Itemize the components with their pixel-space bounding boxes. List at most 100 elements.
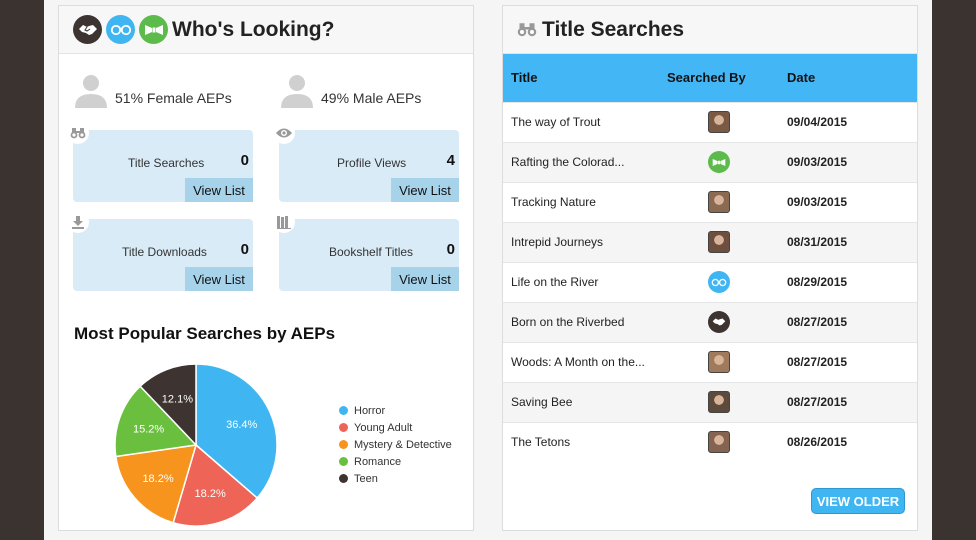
title-downloads-count: 0 — [240, 241, 249, 258]
legend-item[interactable]: Teen — [339, 470, 452, 487]
female-stat: 51% Female AEPs — [73, 72, 232, 108]
row-date: 08/27/2015 — [785, 341, 917, 382]
row-searched-by — [653, 181, 785, 222]
row-title[interactable]: Born on the Riverbed — [503, 301, 653, 342]
avatar — [708, 351, 730, 373]
legend-swatch — [339, 457, 348, 466]
legend-label: Teen — [354, 472, 378, 485]
row-title[interactable]: Woods: A Month on the... — [503, 341, 653, 382]
row-date: 09/03/2015 — [785, 141, 917, 182]
male-stat: 49% Male AEPs — [279, 72, 421, 108]
table-header-row: Title Searched By Date — [503, 54, 917, 102]
row-searched-by — [653, 301, 785, 342]
avatar — [708, 391, 730, 413]
table-row[interactable]: Intrepid Journeys 08/31/2015 — [503, 221, 917, 262]
row-searched-by — [653, 141, 785, 182]
whos-looking-title: Who's Looking? — [172, 17, 335, 41]
legend-item[interactable]: Horror — [339, 402, 452, 419]
title-downloads-box: Title Downloads 0 View List — [67, 211, 253, 291]
column-header-searched-by[interactable]: Searched By — [653, 54, 785, 102]
pie-slice-romance[interactable] — [114, 385, 198, 458]
pie-slice-label: 12.1% — [162, 393, 193, 405]
table-row[interactable]: Tracking Nature 09/03/2015 — [503, 181, 917, 222]
row-title[interactable]: Saving Bee — [503, 381, 653, 422]
profile-views-box: Profile Views 4 View List — [273, 122, 459, 202]
bowtie-icon — [139, 15, 168, 44]
pie-slice-label: 15.2% — [133, 424, 164, 436]
profile-views-view-list-button[interactable]: View List — [391, 178, 459, 202]
pie-slice-teen[interactable] — [139, 363, 197, 447]
table-row[interactable]: The Tetons 08/26/2015 — [503, 421, 917, 462]
legend-swatch — [339, 440, 348, 449]
view-older-button[interactable]: VIEW OLDER — [811, 488, 905, 514]
row-title[interactable]: Rafting the Colorad... — [503, 141, 653, 182]
row-date: 08/26/2015 — [785, 421, 917, 462]
row-date: 08/27/2015 — [785, 301, 917, 342]
eye-icon — [273, 122, 295, 144]
bookshelf-titles-view-list-button[interactable]: View List — [391, 267, 459, 291]
title-searches-view-list-button[interactable]: View List — [185, 178, 253, 202]
row-title[interactable]: Life on the River — [503, 261, 653, 302]
title-searches-card: Title Searches Title Searched By Date Th… — [502, 5, 918, 531]
bowtie-icon — [708, 151, 730, 173]
profile-views-label: Profile Views — [337, 156, 407, 170]
title-searches-title: Title Searches — [542, 17, 685, 41]
table-row[interactable]: Life on the River 08/29/2015 — [503, 261, 917, 302]
legend-swatch — [339, 423, 348, 432]
legend-item[interactable]: Mystery & Detective — [339, 436, 452, 453]
whos-looking-header: Who's Looking? — [59, 6, 473, 54]
profile-views-count: 4 — [446, 152, 455, 169]
avatar — [708, 191, 730, 213]
title-searches-count: 0 — [240, 152, 249, 169]
row-searched-by — [653, 101, 785, 142]
column-header-date[interactable]: Date — [785, 54, 917, 102]
popular-searches-pie-chart: 36.4% 18.2% 18.2% 15.2% 12.1% — [114, 363, 278, 527]
row-date: 08/27/2015 — [785, 381, 917, 422]
bookshelf-titles-box: Bookshelf Titles 0 View List — [273, 211, 459, 291]
glasses-icon — [708, 271, 730, 293]
legend-label: Mystery & Detective — [354, 438, 452, 451]
avatar — [708, 231, 730, 253]
title-downloads-label: Title Downloads — [122, 245, 207, 259]
legend-item[interactable]: Young Adult — [339, 419, 452, 436]
legend-label: Young Adult — [354, 421, 413, 434]
dashboard-page: Who's Looking? 51% Female AEPs 49% Male … — [44, 0, 932, 540]
row-searched-by — [653, 341, 785, 382]
handshake-icon — [73, 15, 102, 44]
pie-slice-label: 36.4% — [226, 419, 257, 431]
pie-legend: Horror Young Adult Mystery & Detective Roma… — [339, 402, 452, 487]
whos-looking-card: Who's Looking? 51% Female AEPs 49% Male … — [58, 5, 474, 531]
title-searches-label: Title Searches — [128, 156, 205, 170]
legend-label: Horror — [354, 404, 386, 417]
pie-slice-label: 18.2% — [142, 473, 173, 485]
pie-slice-horror[interactable] — [195, 363, 278, 500]
bookshelf-titles-label: Bookshelf Titles — [329, 245, 414, 259]
pie-slice-label: 18.2% — [195, 488, 226, 500]
title-downloads-view-list-button[interactable]: View List — [185, 267, 253, 291]
row-date: 09/03/2015 — [785, 181, 917, 222]
table-row[interactable]: Woods: A Month on the... 08/27/2015 — [503, 341, 917, 382]
table-row[interactable]: The way of Trout 09/04/2015 — [503, 101, 917, 142]
column-header-title[interactable]: Title — [503, 54, 653, 102]
legend-swatch — [339, 474, 348, 483]
male-person-icon — [281, 75, 313, 108]
pie-slice-young-adult[interactable] — [172, 443, 259, 527]
legend-label: Romance — [354, 455, 402, 468]
row-title[interactable]: The Tetons — [503, 421, 653, 462]
avatar — [708, 111, 730, 133]
title-searches-box: Title Searches 0 View List — [67, 122, 253, 202]
legend-swatch — [339, 406, 348, 415]
table-row[interactable]: Rafting the Colorad... 09/03/2015 — [503, 141, 917, 182]
pie-slice-mystery-detective[interactable] — [114, 444, 198, 524]
table-row[interactable]: Saving Bee 08/27/2015 — [503, 381, 917, 422]
binoculars-icon — [67, 122, 89, 144]
row-date: 08/29/2015 — [785, 261, 917, 302]
table-row[interactable]: Born on the Riverbed 08/27/2015 — [503, 301, 917, 342]
glasses-icon — [106, 15, 135, 44]
row-title[interactable]: Tracking Nature — [503, 181, 653, 222]
row-title[interactable]: The way of Trout — [503, 101, 653, 142]
row-title[interactable]: Intrepid Journeys — [503, 221, 653, 262]
avatar — [708, 431, 730, 454]
popular-searches-title: Most Popular Searches by AEPs — [74, 324, 336, 343]
legend-item[interactable]: Romance — [339, 453, 452, 470]
